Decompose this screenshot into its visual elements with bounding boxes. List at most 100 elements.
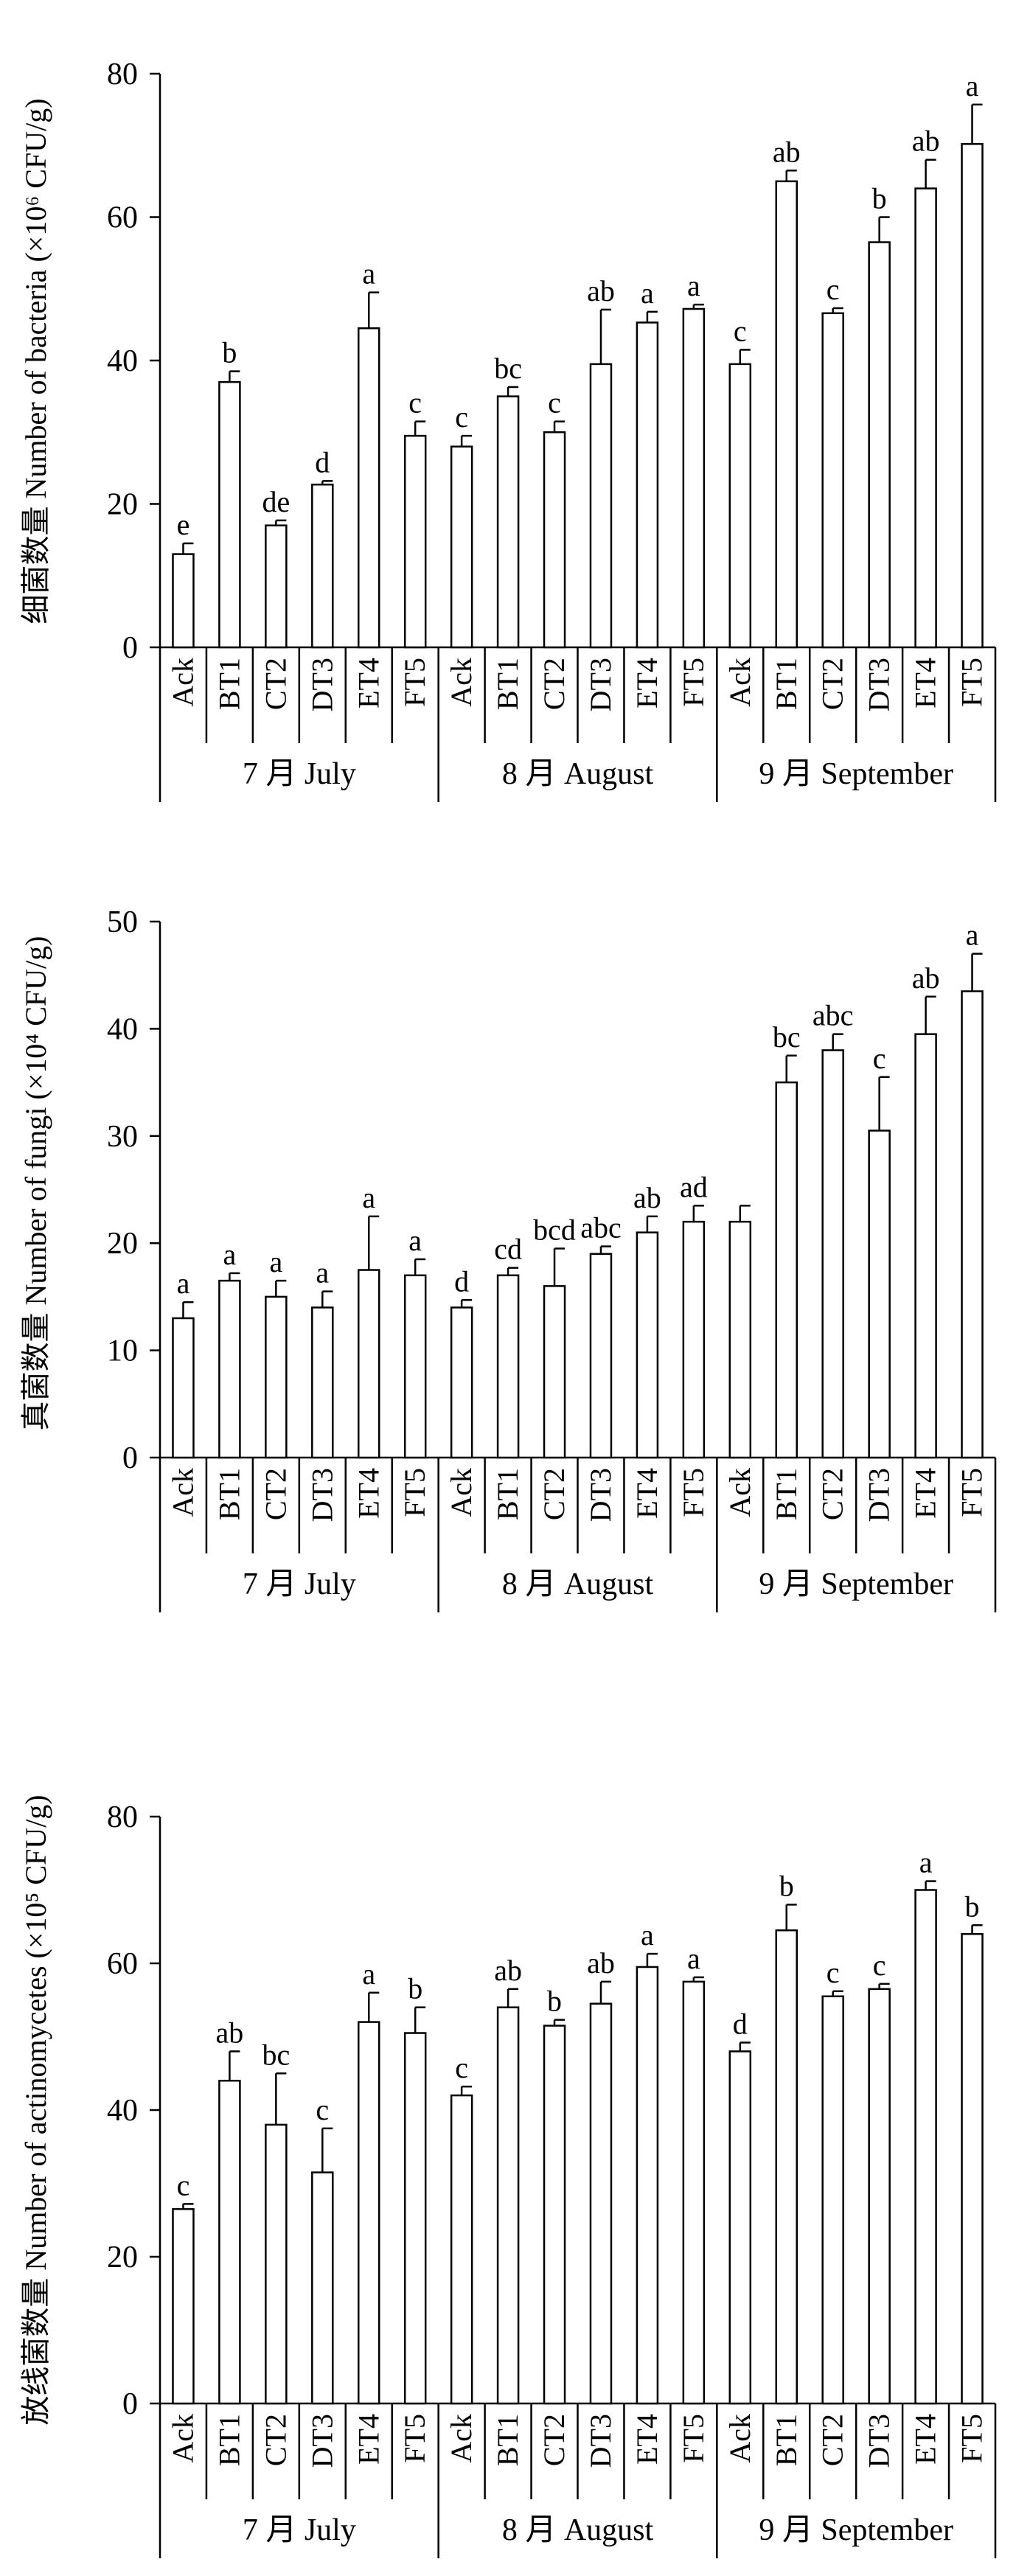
category-label: DT3 (305, 658, 338, 711)
bar-bt1-g1 (218, 380, 241, 649)
y-tick-label: 0 (122, 2387, 138, 2421)
bar-bt1-g1 (218, 1279, 241, 1459)
significance-letter: ab (494, 1954, 522, 1987)
y-tick-label: 80 (107, 58, 138, 91)
category-label: Ack (166, 2414, 199, 2463)
bar-ack-g2 (450, 2094, 473, 2405)
y-tick-label: 20 (107, 1227, 138, 1261)
y-tick-label: 40 (107, 1012, 138, 1046)
significance-letter: c (177, 2168, 190, 2201)
category-label: BT1 (212, 658, 246, 710)
y-tick-label: 80 (107, 1800, 138, 1834)
bar-ack-g3 (728, 363, 752, 649)
bar-bt1-g3 (775, 1081, 798, 1459)
chart-1: 0 20 40 60 80 细菌数量 Number of bacteria (×10⁶ C… (19, 58, 997, 802)
significance-letter: ab (912, 961, 940, 995)
bar-ft5-g3 (961, 143, 984, 649)
category-label: ET4 (909, 1468, 942, 1519)
bar-ct2-g3 (821, 1049, 844, 1459)
significance-letter: de (262, 485, 290, 518)
category-label: CT2 (816, 1468, 849, 1520)
bar-ct2-g1 (265, 2123, 288, 2405)
bar-ct2-g3 (821, 1995, 844, 2405)
category-label: DT3 (863, 1468, 896, 1522)
y-axis-label: 细菌数量 Number of bacteria (×10⁶ CFU/g) (19, 98, 52, 624)
category-label: DT3 (863, 658, 896, 711)
bar-ft5-g1 (403, 1274, 427, 1459)
significance-letter: d (733, 2007, 748, 2040)
significance-letter: a (408, 1224, 422, 1257)
group-label: 9 月 September (759, 2513, 953, 2547)
category-label: CT2 (537, 2414, 571, 2466)
y-tick-label: 30 (107, 1120, 138, 1154)
significance-letter: abc (813, 999, 854, 1032)
group-label: 8 月 August (502, 2513, 654, 2547)
bar-ack-g3 (728, 1220, 752, 1459)
bar-dt3-g2 (589, 2002, 613, 2405)
bar-ft5-g2 (682, 307, 706, 649)
bar-ct2-g1 (265, 524, 288, 649)
significance-letter: d (454, 1264, 469, 1298)
significance-letter: c (734, 314, 747, 347)
category-label: BT1 (770, 1468, 803, 1520)
bar-ft5-g1 (403, 434, 427, 649)
group-label: 7 月 July (243, 1567, 356, 1601)
group-label: 9 月 September (759, 757, 953, 791)
significance-letter: bcd (533, 1213, 576, 1246)
significance-letter: b (547, 1985, 562, 2018)
category-label: FT5 (398, 1468, 431, 1517)
bar-ct2-g2 (543, 1285, 566, 1459)
category-label: Ack (723, 1468, 756, 1517)
category-label: ET4 (630, 658, 664, 709)
bar-dt3-g3 (868, 241, 891, 649)
significance-letter: bc (494, 352, 522, 385)
y-tick-label: 40 (107, 344, 138, 378)
bar-ct2-g2 (543, 431, 566, 649)
category-label: FT5 (956, 2414, 989, 2463)
bar-et4-g2 (636, 1231, 659, 1459)
chart-3: 0 20 40 60 80 放线菌数量 Number of actinomycetes (… (19, 1795, 997, 2558)
category-label: DT3 (584, 658, 617, 711)
bar-ft5-g2 (682, 1220, 706, 1459)
category-label: DT3 (584, 1468, 617, 1522)
y-tick-label: 60 (107, 201, 138, 235)
significance-letter: a (269, 1245, 282, 1278)
bar-dt3-g1 (311, 483, 334, 649)
bar-et4-g3 (914, 1033, 937, 1459)
significance-letter: bc (262, 2038, 290, 2071)
bar-et4-g2 (636, 1966, 659, 2405)
significance-letter: a (177, 1267, 190, 1300)
category-label: DT3 (305, 2414, 338, 2468)
category-label: ET4 (630, 2414, 664, 2465)
bar-ack-g2 (450, 1306, 473, 1459)
bar-ft5-g3 (961, 990, 984, 1459)
bar-ack-g1 (172, 2208, 195, 2405)
bar-bt1-g2 (496, 1274, 520, 1459)
group-label: 8 月 August (502, 1567, 654, 1601)
bar-ack-g1 (172, 553, 195, 649)
bar-ack-g2 (450, 445, 473, 649)
category-label: ET4 (909, 2414, 942, 2465)
category-label: BT1 (212, 2414, 246, 2466)
significance-letter: c (455, 400, 468, 434)
bar-bt1-g2 (496, 2006, 520, 2405)
category-label: CT2 (816, 2414, 849, 2466)
significance-letter: d (315, 445, 330, 478)
significance-letter: c (548, 386, 561, 420)
bar-et4-g1 (358, 2021, 380, 2405)
category-label: ET4 (352, 658, 385, 709)
significance-letter: ab (773, 135, 801, 168)
category-label: Ack (445, 658, 478, 707)
bar-dt3-g1 (311, 1306, 334, 1459)
significance-letter: a (223, 1238, 237, 1271)
significance-letter: ab (587, 1946, 615, 1980)
chart-2: 0 10 20 30 40 50 真菌数量 Number of fungi (×10⁴ CF… (19, 905, 997, 1612)
significance-letter: c (873, 1949, 886, 1982)
bar-dt3-g3 (868, 1988, 891, 2405)
significance-letter: ad (680, 1170, 708, 1203)
group-label: 8 月 August (502, 757, 654, 791)
category-label: Ack (166, 658, 199, 707)
y-tick-label: 20 (107, 2241, 138, 2274)
bar-ft5-g2 (682, 1980, 706, 2405)
